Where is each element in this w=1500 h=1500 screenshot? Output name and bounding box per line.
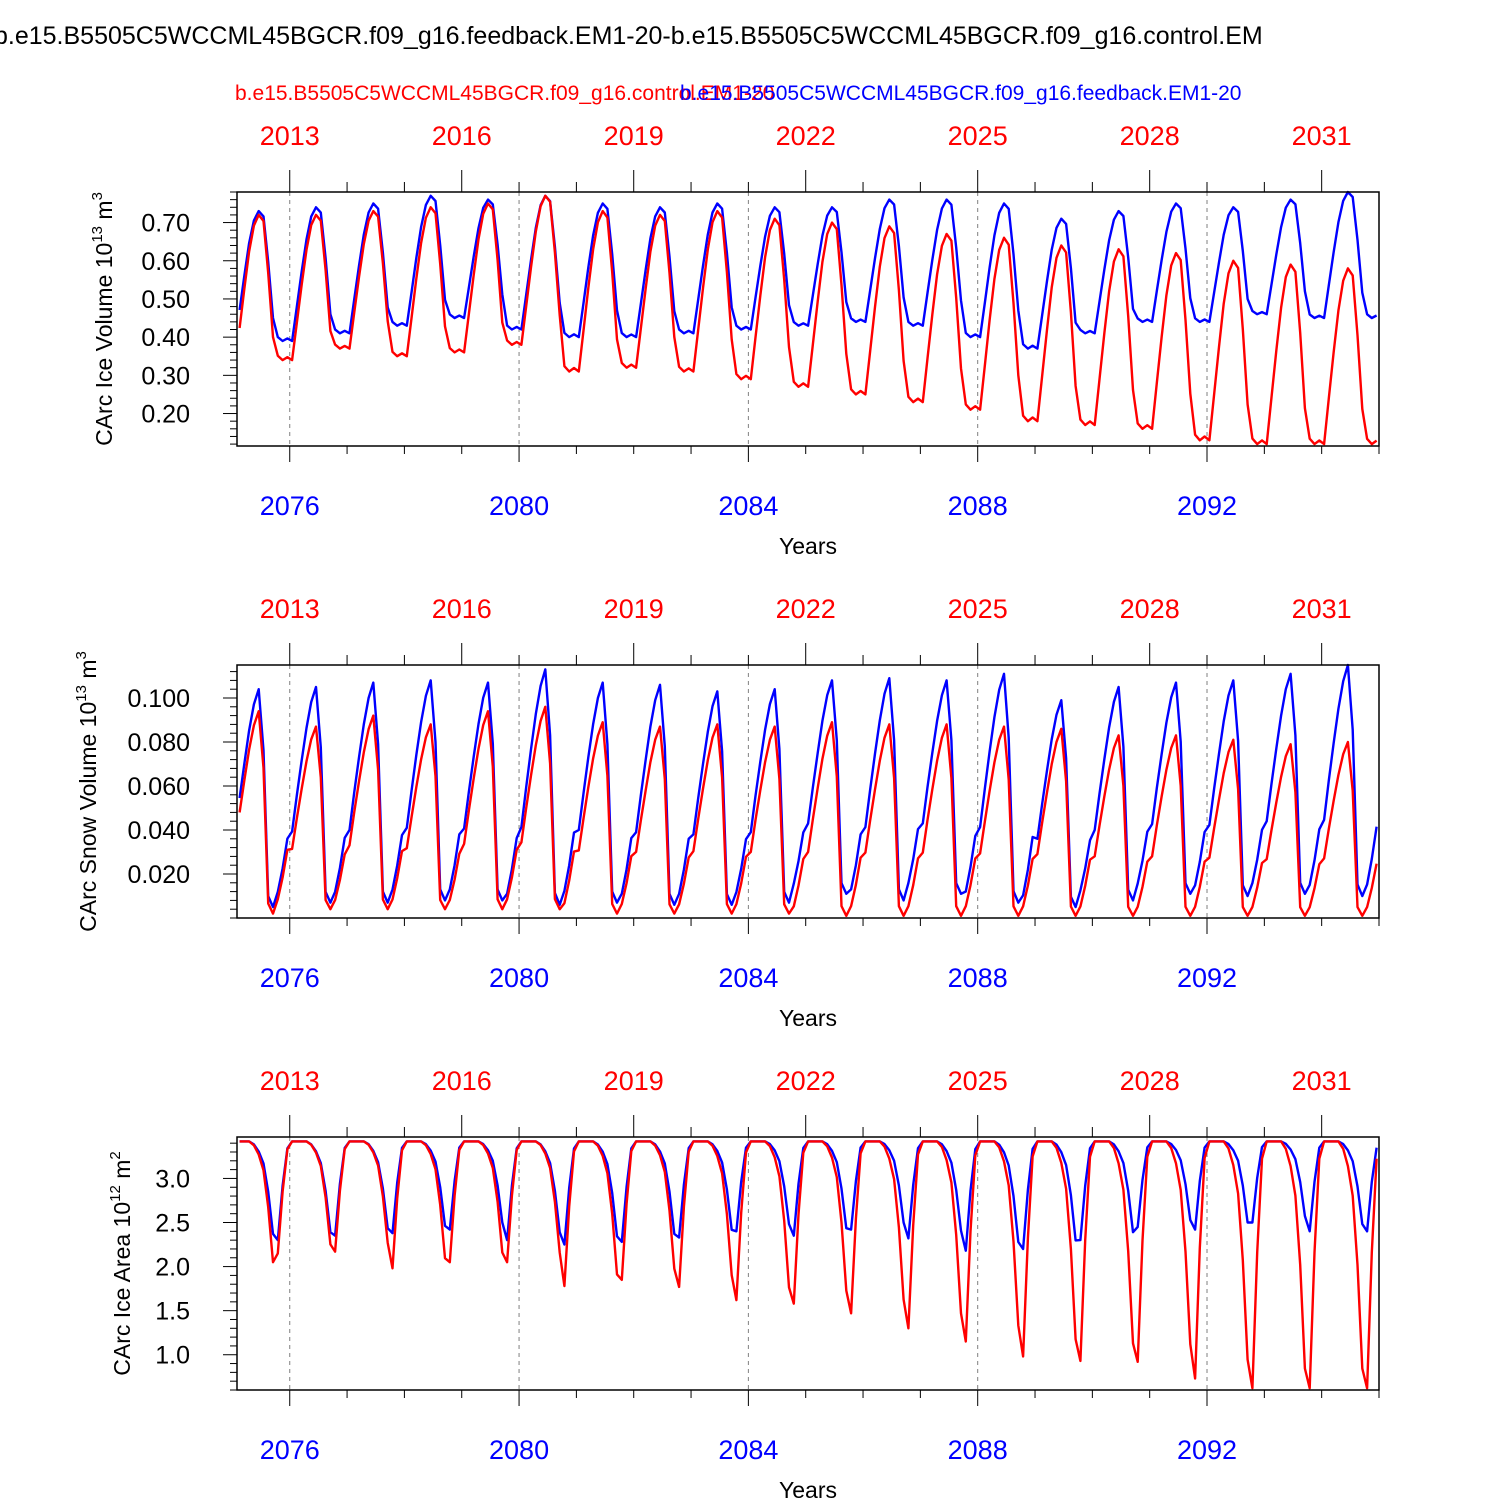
ice-area-y-axis-label-superscript: 12: [107, 1185, 124, 1202]
snow-volume-y-axis-label: CArc Snow Volume 1013 m3: [73, 651, 101, 932]
snow-volume-y-axis-label-part: CArc Snow Volume 10: [75, 702, 101, 932]
ice-volume-y-tick-label: 0.50: [141, 286, 190, 314]
snow-volume-bottom-tick-label: 2076: [260, 963, 320, 993]
snow-volume-top-tick-label: 2031: [1292, 594, 1352, 624]
ice-volume-feedback-series-line: [238, 190, 1378, 350]
snow-volume-bottom-tick-label: 2080: [489, 963, 549, 993]
ice-area-y-tick-label: 1.0: [155, 1342, 190, 1370]
ice-volume-y-tick-label: 0.70: [141, 210, 190, 238]
snow-volume-y-tick-label: 0.060: [127, 773, 190, 801]
ice-area-y-tick-label: 1.5: [155, 1298, 190, 1326]
ice-area-top-tick-label: 2022: [776, 1066, 836, 1096]
ice-area-feedback-series-line: [239, 1140, 1378, 1252]
snow-volume-top-tick-label: 2028: [1120, 594, 1180, 624]
ice-area-top-tick-label: 2019: [604, 1066, 664, 1096]
ice-volume-y-axis-label-superscript: 13: [89, 226, 106, 243]
panel-ice-volume: 2076 2080 2084 2088 2092 2013 2016 2019 2022 2025…: [89, 121, 1380, 559]
snow-volume-y-axis-label-superscript: 13: [73, 685, 90, 702]
ice-area-bottom-tick-label: 2084: [718, 1435, 778, 1465]
ice-volume-y-tick-label: 0.20: [141, 401, 190, 429]
ice-volume-top-tick-label: 2031: [1292, 121, 1352, 151]
panel-ice-area: 2076 2080 2084 2088 2092 2013 2016 2019 2022 2025…: [107, 1066, 1380, 1500]
ice-area-plot-frame: [236, 1136, 1380, 1391]
snow-volume-y-axis-label-part: m: [75, 659, 101, 685]
legend-feedback-label: b.e15.B5505C5WCCML45BGCR.f09_g16.feedbac…: [680, 82, 1242, 105]
ice-volume-top-tick-label: 2025: [948, 121, 1008, 151]
ice-volume-bottom-tick-label: 2076: [260, 491, 320, 521]
ice-area-y-axis-label: CArc Ice Area 1012 m2: [107, 1151, 135, 1375]
snow-volume-plot-frame: [236, 664, 1380, 919]
ice-area-top-tick-label: 2013: [260, 1066, 320, 1096]
ice-area-y-tick-label: 2.0: [155, 1254, 190, 1282]
ice-volume-y-axis-label-part: CArc Ice Volume 10: [91, 243, 117, 446]
ice-area-y-tick-label: 3.0: [155, 1165, 190, 1193]
ice-area-top-tick-label: 2025: [948, 1066, 1008, 1096]
ice-volume-bottom-tick-label: 2088: [948, 491, 1008, 521]
snow-volume-y-tick-label: 0.080: [127, 729, 190, 757]
ice-volume-top-tick-label: 2013: [260, 121, 320, 151]
ice-area-y-axis-label-part: m: [109, 1160, 135, 1186]
snow-volume-bottom-tick-label: 2084: [718, 963, 778, 993]
snow-volume-top-tick-label: 2013: [260, 594, 320, 624]
ice-volume-control-series-line: [238, 194, 1378, 446]
ice-area-y-tick-label: 2.5: [155, 1210, 190, 1238]
ice-area-top-tick-label: 2016: [432, 1066, 492, 1096]
ice-volume-y-tick-label: 0.30: [141, 362, 190, 390]
ice-volume-y-tick-label: 0.60: [141, 248, 190, 276]
ice-volume-bottom-tick-label: 2084: [718, 491, 778, 521]
ice-area-top-tick-label: 2028: [1120, 1066, 1180, 1096]
panel-snow-volume: 2076 2080 2084 2088 2092 2013 2016 2019 2022 2025…: [73, 594, 1380, 1031]
ice-volume-y-axis-label-superscript: 3: [89, 192, 106, 200]
ice-area-y-axis-label-superscript: 2: [107, 1151, 124, 1159]
snow-volume-y-tick-label: 0.020: [127, 861, 190, 889]
ice-volume-y-axis-label: CArc Ice Volume 1013 m3: [89, 192, 117, 446]
ice-area-bottom-tick-label: 2092: [1177, 1435, 1237, 1465]
snow-volume-bottom-tick-label: 2092: [1177, 963, 1237, 993]
snow-volume-top-tick-label: 2019: [604, 594, 664, 624]
snow-volume-top-tick-label: 2025: [948, 594, 1008, 624]
ice-volume-top-tick-label: 2019: [604, 121, 664, 151]
ice-volume-y-axis-label-part: m: [91, 200, 117, 226]
snow-volume-x-axis-label: Years: [779, 1005, 837, 1031]
ice-volume-plot-frame: [236, 191, 1380, 447]
ice-area-control-series-line: [239, 1140, 1378, 1390]
ice-volume-top-tick-label: 2022: [776, 121, 836, 151]
snow-volume-top-tick-label: 2022: [776, 594, 836, 624]
figure-title: b.e15.B5505C5WCCML45BGCR.f09_g16.feedbac…: [0, 22, 1263, 50]
snow-volume-bottom-tick-label: 2088: [948, 963, 1008, 993]
snow-volume-top-tick-label: 2016: [432, 594, 492, 624]
ice-area-bottom-tick-label: 2076: [260, 1435, 320, 1465]
ice-volume-top-tick-label: 2028: [1120, 121, 1180, 151]
ice-area-x-axis-label: Years: [779, 1477, 837, 1500]
ice-volume-top-tick-label: 2016: [432, 121, 492, 151]
snow-volume-y-axis-label-superscript: 3: [73, 651, 90, 659]
ice-volume-bottom-tick-label: 2080: [489, 491, 549, 521]
snow-volume-control-series-line: [238, 705, 1378, 917]
ice-area-y-axis-label-part: CArc Ice Area 10: [109, 1202, 135, 1376]
ice-volume-bottom-tick-label: 2092: [1177, 491, 1237, 521]
ice-area-bottom-tick-label: 2088: [948, 1435, 1008, 1465]
snow-volume-feedback-series-line: [238, 663, 1378, 909]
ice-volume-y-tick-label: 0.40: [141, 324, 190, 352]
ice-volume-x-axis-label: Years: [779, 533, 837, 559]
ice-area-top-tick-label: 2031: [1292, 1066, 1352, 1096]
snow-volume-y-tick-label: 0.040: [127, 817, 190, 845]
legend-control-label: b.e15.B5505C5WCCML45BGCR.f09_g16.control…: [235, 82, 775, 105]
snow-volume-y-tick-label: 0.100: [127, 685, 190, 713]
ice-area-bottom-tick-label: 2080: [489, 1435, 549, 1465]
